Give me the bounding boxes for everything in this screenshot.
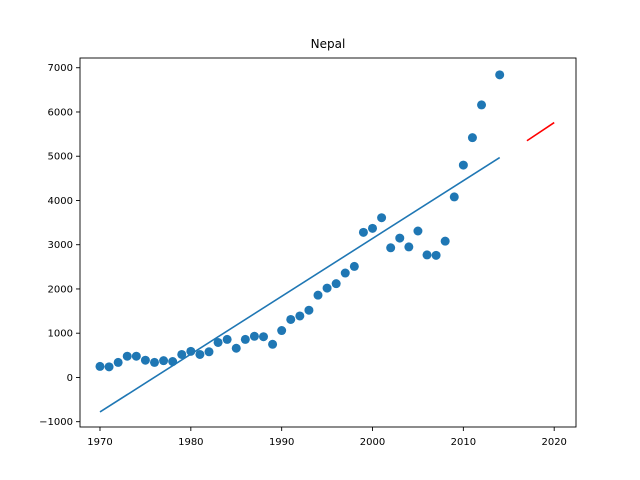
data-point	[177, 349, 187, 359]
data-point	[277, 326, 287, 336]
data-point	[440, 236, 450, 246]
data-point	[386, 243, 396, 253]
x-tick-label: 1970	[87, 437, 112, 448]
plot-marks	[95, 70, 555, 413]
data-point	[204, 347, 214, 357]
data-point	[240, 334, 250, 344]
data-point	[131, 351, 141, 361]
y-tick-label: 3000	[48, 240, 73, 251]
data-point	[195, 349, 205, 359]
data-point	[467, 133, 477, 143]
data-point	[368, 223, 378, 233]
data-point	[159, 356, 169, 366]
data-point	[259, 332, 269, 342]
data-point	[249, 331, 259, 341]
data-point	[104, 362, 114, 372]
data-point	[231, 343, 241, 353]
data-point	[404, 242, 414, 252]
y-tick-label: 1000	[48, 329, 73, 340]
data-point	[477, 100, 487, 110]
chart-title: Nepal	[311, 37, 346, 51]
data-point	[268, 339, 278, 349]
y-tick-label: 2000	[48, 284, 73, 295]
data-point	[422, 250, 432, 260]
x-tick-label: 1980	[178, 437, 203, 448]
y-tick-label: 7000	[48, 63, 73, 74]
data-point	[286, 314, 296, 324]
data-point	[122, 351, 132, 361]
x-tick-label: 2010	[451, 437, 476, 448]
x-tick-label: 2020	[541, 437, 566, 448]
data-point	[304, 305, 314, 315]
trend-line	[99, 156, 501, 413]
data-point	[313, 290, 323, 300]
data-point	[431, 250, 441, 260]
data-point	[495, 70, 505, 80]
data-point	[149, 357, 159, 367]
y-tick-label: −1000	[39, 417, 73, 428]
data-point	[340, 268, 350, 278]
y-tick-label: 5000	[48, 152, 73, 163]
data-point	[295, 311, 305, 321]
y-tick-label: 0	[67, 373, 73, 384]
data-point	[168, 357, 178, 367]
data-point	[95, 361, 105, 371]
data-point	[331, 279, 341, 289]
data-point	[213, 337, 223, 347]
data-point	[113, 357, 123, 367]
data-point	[358, 227, 368, 237]
y-tick-label: 6000	[48, 107, 73, 118]
data-point	[395, 233, 405, 243]
data-point	[413, 226, 423, 236]
data-point	[349, 261, 359, 271]
axes-frame	[79, 57, 577, 428]
projection-line	[526, 121, 555, 142]
y-tick-label: 4000	[48, 196, 73, 207]
data-point	[377, 213, 387, 223]
data-point	[222, 334, 232, 344]
data-point	[140, 355, 150, 365]
data-point	[458, 160, 468, 170]
data-point	[449, 192, 459, 202]
data-point	[322, 283, 332, 293]
x-tick-label: 2000	[360, 437, 385, 448]
x-tick-label: 1990	[269, 437, 294, 448]
axes: 1970 1980 1990 2000 2010 2020 −1000 0 1000 2000 30…	[39, 57, 577, 448]
